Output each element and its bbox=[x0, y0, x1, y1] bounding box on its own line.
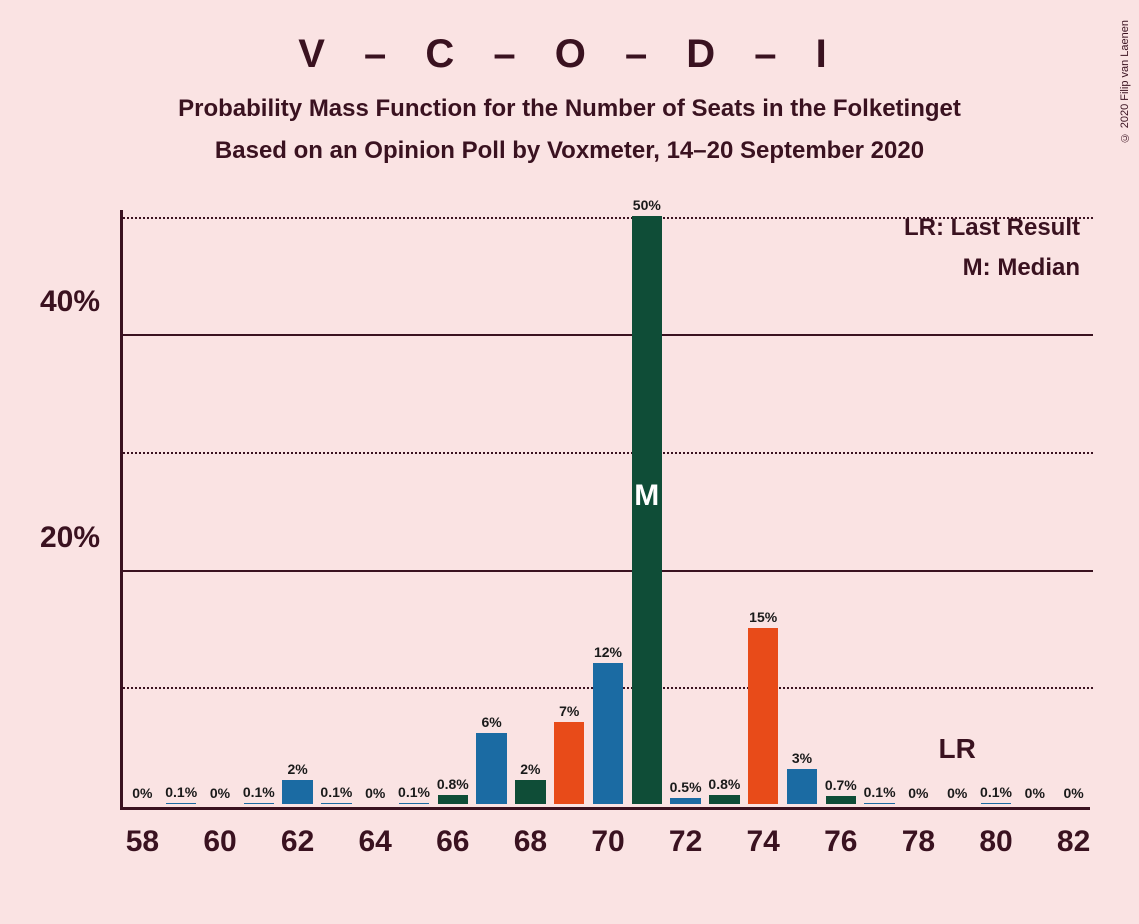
y-axis-label: 20% bbox=[40, 521, 100, 555]
bar-value-label: 0.1% bbox=[243, 784, 275, 800]
x-axis-label: 80 bbox=[979, 825, 1012, 859]
bar bbox=[826, 796, 856, 804]
bar-value-label: 0.1% bbox=[165, 784, 197, 800]
bar bbox=[670, 798, 700, 804]
bar bbox=[748, 628, 778, 804]
last-result-marker: LR bbox=[939, 733, 976, 765]
chart-title: V – C – O – D – I bbox=[0, 0, 1139, 77]
bar bbox=[399, 803, 429, 804]
bar bbox=[244, 803, 274, 804]
bar bbox=[515, 780, 545, 804]
bar-value-label: 0.1% bbox=[864, 784, 896, 800]
bar-value-label: 0% bbox=[947, 785, 967, 801]
bar-value-label: 0.1% bbox=[980, 784, 1012, 800]
bar bbox=[709, 795, 739, 804]
bar-value-label: 15% bbox=[749, 609, 777, 625]
bar-value-label: 0% bbox=[908, 785, 928, 801]
bar-value-label: 6% bbox=[481, 714, 501, 730]
chart-area: LR: Last Result M: Median 20%40%58606264… bbox=[120, 210, 1090, 810]
x-axis-label: 74 bbox=[747, 825, 780, 859]
bar bbox=[981, 803, 1011, 804]
legend-median: M: Median bbox=[963, 254, 1080, 282]
bar-value-label: 0.1% bbox=[398, 784, 430, 800]
bar bbox=[554, 722, 584, 804]
bar-value-label: 3% bbox=[792, 750, 812, 766]
copyright-text: © 2020 Filip van Laenen bbox=[1119, 20, 1131, 143]
bar-value-label: 0.7% bbox=[825, 777, 857, 793]
x-axis-label: 60 bbox=[203, 825, 236, 859]
bar-value-label: 2% bbox=[520, 761, 540, 777]
x-axis-label: 68 bbox=[514, 825, 547, 859]
bar-value-label: 0.5% bbox=[670, 779, 702, 795]
plot-region: LR: Last Result M: Median 20%40%58606264… bbox=[120, 210, 1090, 810]
bar bbox=[438, 795, 468, 804]
bar bbox=[787, 769, 817, 804]
bar bbox=[476, 733, 506, 804]
bar-value-label: 0% bbox=[132, 785, 152, 801]
x-axis-label: 62 bbox=[281, 825, 314, 859]
bar-value-label: 12% bbox=[594, 644, 622, 660]
bar-value-label: 0.8% bbox=[708, 776, 740, 792]
bar bbox=[321, 803, 351, 804]
gridline-minor bbox=[123, 452, 1093, 454]
bar bbox=[282, 780, 312, 804]
bar bbox=[864, 803, 894, 804]
bar bbox=[166, 803, 196, 804]
chart-subtitle-1: Probability Mass Function for the Number… bbox=[0, 95, 1139, 123]
x-axis-label: 82 bbox=[1057, 825, 1090, 859]
chart-subtitle-2: Based on an Opinion Poll by Voxmeter, 14… bbox=[0, 137, 1139, 165]
bar-value-label: 0.8% bbox=[437, 776, 469, 792]
x-axis-label: 72 bbox=[669, 825, 702, 859]
bar-value-label: 7% bbox=[559, 703, 579, 719]
bar-value-label: 0% bbox=[1063, 785, 1083, 801]
bar-value-label: 0% bbox=[1025, 785, 1045, 801]
y-axis-label: 40% bbox=[40, 285, 100, 319]
bar-value-label: 2% bbox=[287, 761, 307, 777]
bar-value-label: 0% bbox=[210, 785, 230, 801]
median-marker: M bbox=[634, 479, 659, 513]
x-axis-label: 78 bbox=[902, 825, 935, 859]
x-axis-label: 64 bbox=[359, 825, 392, 859]
bar-value-label: 0% bbox=[365, 785, 385, 801]
gridline-major bbox=[123, 334, 1093, 336]
gridline-major bbox=[123, 570, 1093, 572]
gridline-minor bbox=[123, 217, 1093, 219]
x-axis-label: 58 bbox=[126, 825, 159, 859]
bar bbox=[593, 663, 623, 804]
bar-value-label: 50% bbox=[633, 197, 661, 213]
bar-value-label: 0.1% bbox=[320, 784, 352, 800]
x-axis-label: 70 bbox=[591, 825, 624, 859]
x-axis-label: 66 bbox=[436, 825, 469, 859]
x-axis-label: 76 bbox=[824, 825, 857, 859]
